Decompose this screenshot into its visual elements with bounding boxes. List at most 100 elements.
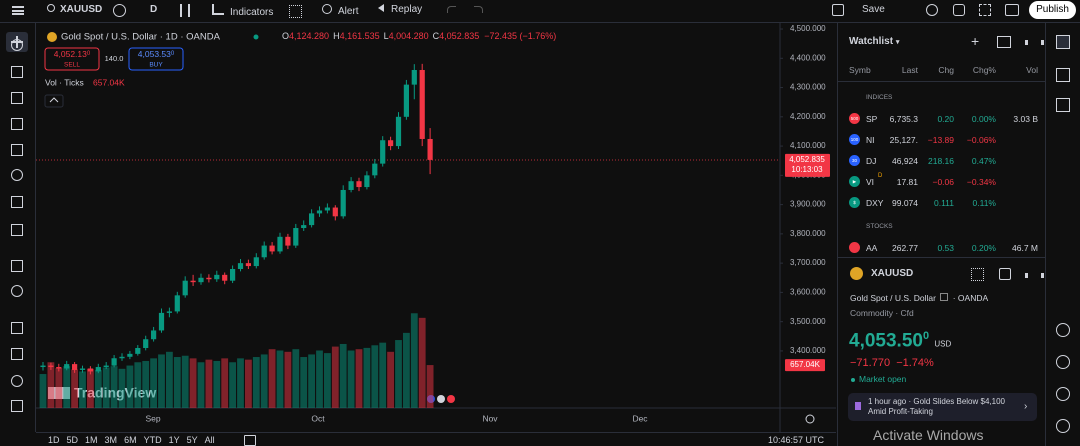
range-button[interactable]: 5D bbox=[66, 435, 79, 445]
tool-button[interactable] bbox=[11, 375, 23, 387]
tool-button[interactable] bbox=[11, 400, 23, 412]
volume-bar bbox=[118, 368, 126, 408]
volume-bar bbox=[324, 353, 331, 408]
goto-date-button[interactable] bbox=[244, 435, 256, 446]
tool-button[interactable] bbox=[11, 39, 23, 51]
y-tick-label: 4,300.000 bbox=[790, 83, 826, 92]
sidebar-button[interactable] bbox=[1056, 355, 1070, 369]
replay-label: Replay bbox=[391, 4, 423, 15]
settings-button[interactable] bbox=[953, 4, 965, 16]
candle-body bbox=[182, 280, 188, 296]
news-card[interactable]: 1 hour ago · Gold Slides Below $4,100 Am… bbox=[848, 393, 1037, 421]
tool-button[interactable] bbox=[11, 348, 23, 360]
replay-button[interactable]: Replay bbox=[378, 4, 422, 15]
symbol-icon bbox=[47, 32, 57, 42]
watchlist-title[interactable]: Watchlist ▾ bbox=[849, 36, 900, 47]
tool-button[interactable] bbox=[11, 322, 23, 334]
sidebar-button[interactable] bbox=[1056, 35, 1070, 49]
interval-button[interactable]: D bbox=[150, 4, 158, 15]
snapshot-button[interactable] bbox=[1005, 4, 1019, 16]
watchlist-row[interactable]: ▶ VI D 17.81 −0.06 −0.34% bbox=[838, 173, 1045, 191]
volume-bar bbox=[134, 362, 142, 408]
publish-button[interactable]: Publish bbox=[1029, 1, 1076, 19]
watchlist-row[interactable]: 30 DJ 46,924 218.16 0.47% bbox=[838, 152, 1045, 170]
symbol-search[interactable]: XAUUSD bbox=[47, 4, 102, 15]
candle-body bbox=[174, 295, 180, 312]
candle-body bbox=[64, 364, 70, 369]
detail-layout-button[interactable] bbox=[971, 268, 984, 281]
watchlist-row[interactable]: $ DXY 99.074 0.111 0.11% bbox=[838, 194, 1045, 212]
sidebar-button[interactable] bbox=[1056, 419, 1070, 433]
tool-button[interactable] bbox=[11, 169, 23, 181]
event-flag[interactable] bbox=[437, 395, 445, 403]
tool-button[interactable] bbox=[11, 260, 23, 272]
more-button[interactable] bbox=[1025, 40, 1044, 42]
volume-bar bbox=[418, 317, 426, 408]
watchlist-row[interactable]: 100 NI 25,127. −13.89 −0.06% bbox=[838, 131, 1045, 149]
candle-body bbox=[356, 181, 362, 188]
add-symbol-button[interactable]: + bbox=[971, 33, 980, 49]
ohlc-legend: O4,124.280 H4,161.535 L4,004.280 C4,052.835… bbox=[282, 31, 556, 41]
sidebar-button[interactable] bbox=[1056, 98, 1070, 112]
detail-note-button[interactable] bbox=[999, 268, 1011, 280]
alert-button[interactable]: Alert bbox=[322, 4, 359, 17]
undo-button[interactable] bbox=[447, 6, 456, 13]
indicators-icon bbox=[212, 4, 224, 15]
watchlist-row[interactable]: 500 SP 6,735.3 0.20 0.00% 3.03 B bbox=[838, 110, 1045, 128]
range-button[interactable]: 6M bbox=[124, 435, 137, 445]
layout-checkbox[interactable] bbox=[832, 4, 844, 16]
sidebar-button[interactable] bbox=[1056, 323, 1070, 337]
range-button[interactable]: 5Y bbox=[186, 435, 198, 445]
symbol: XAUUSD bbox=[60, 4, 103, 15]
compare-button[interactable] bbox=[113, 4, 126, 17]
candle-body bbox=[332, 207, 338, 217]
top-toolbar: XAUUSD D Indicators Alert Replay Save Pu… bbox=[0, 0, 1080, 23]
news-arrow: › bbox=[1024, 401, 1028, 412]
candle-body bbox=[135, 348, 141, 354]
right-panel: Watchlist ▾ + Symb Last Chg Chg% Vol INDICES 5… bbox=[837, 23, 1045, 446]
indicators-button[interactable]: Indicators bbox=[212, 4, 273, 18]
watchlist-row[interactable]: AA 262.77 0.53 0.20% 46.7 M bbox=[838, 239, 1045, 257]
buy-button[interactable] bbox=[128, 47, 184, 71]
save-button[interactable]: Save bbox=[862, 4, 885, 15]
candle-body bbox=[277, 236, 283, 252]
tool-button[interactable] bbox=[11, 285, 23, 297]
candle-body bbox=[301, 225, 307, 229]
range-button[interactable]: All bbox=[204, 435, 215, 445]
sidebar-button[interactable] bbox=[1056, 387, 1070, 401]
candle-body bbox=[230, 268, 236, 281]
layouts-button[interactable] bbox=[289, 5, 302, 18]
tool-button[interactable] bbox=[11, 66, 23, 78]
tool-button[interactable] bbox=[11, 144, 23, 156]
range-button[interactable]: 3M bbox=[104, 435, 118, 445]
fullscreen-button[interactable] bbox=[979, 4, 991, 16]
y-tick-label: 3,400.000 bbox=[790, 346, 826, 355]
sell-button[interactable] bbox=[44, 47, 100, 71]
last-price-box bbox=[785, 153, 830, 177]
candle-body bbox=[222, 274, 228, 281]
range-button[interactable]: 1M bbox=[85, 435, 98, 445]
range-button[interactable]: 1Y bbox=[168, 435, 180, 445]
row-symbol: DXY bbox=[866, 198, 884, 208]
tool-button[interactable] bbox=[11, 92, 23, 104]
column-header: Chg% bbox=[972, 65, 996, 75]
candle-body bbox=[158, 312, 165, 331]
tool-button[interactable] bbox=[11, 196, 23, 208]
collapse-button[interactable] bbox=[44, 94, 64, 108]
redo-button[interactable] bbox=[474, 6, 483, 13]
range-button[interactable]: 1D bbox=[48, 435, 60, 445]
candle-body bbox=[72, 364, 78, 370]
row-change: 218.16 bbox=[928, 156, 954, 166]
settings-icon[interactable] bbox=[805, 414, 815, 424]
menu-button[interactable] bbox=[12, 6, 24, 15]
advanced-view-button[interactable] bbox=[997, 36, 1011, 48]
tool-button[interactable] bbox=[11, 118, 23, 130]
chart-type-button[interactable] bbox=[180, 4, 190, 17]
event-flag[interactable] bbox=[447, 395, 455, 403]
range-button[interactable]: YTD bbox=[143, 435, 162, 445]
row-icon bbox=[849, 242, 860, 253]
sidebar-button[interactable] bbox=[1056, 68, 1070, 82]
tool-button[interactable] bbox=[11, 224, 23, 236]
detail-more-button[interactable] bbox=[1025, 273, 1044, 275]
search-button[interactable] bbox=[926, 4, 938, 16]
